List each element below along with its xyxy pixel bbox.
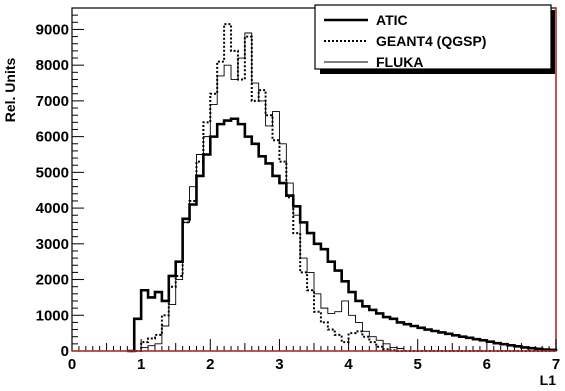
y-tick-label: 4000	[36, 200, 69, 217]
legend-label-geant4: GEANT4 (QGSP)	[376, 33, 486, 49]
x-tick-label: 2	[206, 356, 214, 373]
x-tick-label: 0	[68, 356, 76, 373]
x-tick-label: 1	[137, 356, 145, 373]
y-axis-ticks: 0 1000 2000 3000 4000 5000 6000 7000 8000 9000	[36, 7, 84, 360]
y-axis-title: Rel. Units	[2, 58, 18, 123]
y-tick-label: 9000	[36, 21, 69, 38]
y-tick-label: 8000	[36, 57, 69, 74]
x-tick-label: 3	[275, 356, 283, 373]
y-tick-label: 1000	[36, 307, 69, 324]
series-fluka	[127, 32, 556, 352]
legend-label-atic: ATIC	[376, 12, 408, 28]
x-tick-label: 4	[344, 356, 353, 373]
y-tick-label: 5000	[36, 164, 69, 181]
y-tick-label: 3000	[36, 236, 69, 253]
x-tick-label: 5	[414, 356, 422, 373]
y-tick-label: 7000	[36, 93, 69, 110]
y-tick-label: 6000	[36, 129, 69, 146]
series-atic	[127, 117, 558, 353]
legend-label-fluka: FLUKA	[376, 54, 423, 70]
legend: ATIC GEANT4 (QGSP) FLUKA	[314, 4, 555, 74]
y-tick-label: 2000	[36, 272, 69, 289]
legend-box	[314, 4, 552, 70]
x-tick-label: 6	[483, 356, 491, 373]
x-axis-title: L1	[540, 372, 557, 388]
y-tick-label: 0	[61, 343, 69, 360]
x-tick-label: 7	[552, 356, 560, 373]
